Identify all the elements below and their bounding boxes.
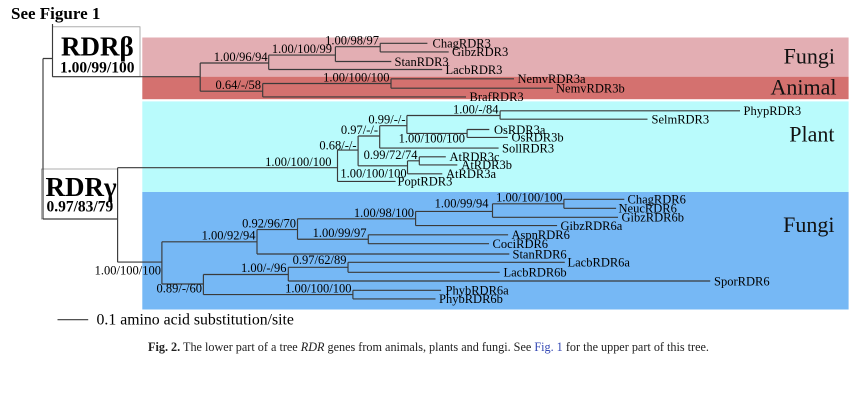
svg-text:PhybRDR6b: PhybRDR6b — [439, 292, 503, 306]
svg-text:NeucRDR6: NeucRDR6 — [619, 202, 677, 216]
svg-text:SollRDR3: SollRDR3 — [502, 141, 554, 155]
svg-text:RDRγ: RDRγ — [46, 172, 117, 202]
svg-text:LacbRDR3: LacbRDR3 — [446, 63, 503, 77]
svg-text:GibzRDR6b: GibzRDR6b — [622, 211, 685, 225]
svg-text:1.00/-/84: 1.00/-/84 — [453, 103, 499, 117]
svg-text:0.97/-/-: 0.97/-/- — [341, 123, 378, 137]
svg-text:0.92/96/70: 0.92/96/70 — [242, 216, 296, 230]
svg-text:0.68/-/-: 0.68/-/- — [319, 138, 356, 152]
svg-text:StanRDR6: StanRDR6 — [513, 247, 567, 261]
svg-text:1.00/100/100: 1.00/100/100 — [95, 263, 161, 277]
svg-text:SporRDR6: SporRDR6 — [714, 274, 770, 288]
svg-text:NemvRDR3b: NemvRDR3b — [556, 82, 625, 96]
svg-text:BrafRDR3: BrafRDR3 — [470, 90, 524, 104]
svg-text:AspnRDR6: AspnRDR6 — [512, 228, 570, 242]
svg-text:ChagRDR6: ChagRDR6 — [628, 193, 686, 207]
svg-text:1.00/100/100: 1.00/100/100 — [285, 282, 351, 296]
svg-text:1.00/-/96: 1.00/-/96 — [241, 261, 286, 275]
svg-text:Animal: Animal — [771, 74, 837, 99]
svg-text:AtRDR3a: AtRDR3a — [446, 167, 496, 181]
svg-text:1.00/100/100: 1.00/100/100 — [399, 132, 465, 146]
svg-text:StanRDR3: StanRDR3 — [395, 55, 449, 69]
svg-text:1.00/100/100: 1.00/100/100 — [340, 166, 406, 180]
svg-text:PhybRDR6a: PhybRDR6a — [446, 284, 510, 298]
svg-text:1.00/96/94: 1.00/96/94 — [214, 50, 269, 64]
svg-text:LacbRDR6a: LacbRDR6a — [568, 256, 631, 270]
svg-text:OsRDR3b: OsRDR3b — [512, 131, 564, 145]
svg-text:1.00/92/94: 1.00/92/94 — [202, 228, 257, 242]
svg-text:1.00/98/97: 1.00/98/97 — [325, 34, 379, 48]
svg-text:See Figure 1: See Figure 1 — [11, 4, 100, 23]
svg-text:CociRDR6: CociRDR6 — [493, 237, 549, 251]
svg-text:0.97/83/79: 0.97/83/79 — [47, 199, 114, 216]
svg-text:RDRβ: RDRβ — [61, 32, 134, 62]
svg-text:AtRDR3c: AtRDR3c — [450, 150, 500, 164]
svg-text:ChagRDR3: ChagRDR3 — [433, 37, 491, 51]
svg-text:PhypRDR3: PhypRDR3 — [744, 104, 802, 118]
svg-text:1.00/99/97: 1.00/99/97 — [313, 226, 367, 240]
svg-text:AtRDR3b: AtRDR3b — [461, 158, 512, 172]
svg-text:GibzRDR3: GibzRDR3 — [452, 45, 508, 59]
svg-text:GibzRDR6a: GibzRDR6a — [561, 219, 623, 233]
svg-text:0.64/-/58: 0.64/-/58 — [216, 78, 261, 92]
svg-text:NemvRDR3a: NemvRDR3a — [518, 72, 587, 86]
svg-text:1.00/100/100: 1.00/100/100 — [323, 70, 389, 84]
svg-text:0.89/-/60: 0.89/-/60 — [157, 281, 202, 295]
svg-text:1.00/100/100: 1.00/100/100 — [265, 155, 331, 169]
svg-text:1.00/100/99: 1.00/100/99 — [272, 42, 332, 56]
svg-text:1.00/100/100: 1.00/100/100 — [496, 191, 562, 205]
svg-text:OsRDR3a: OsRDR3a — [494, 123, 546, 137]
svg-text:Fungi: Fungi — [783, 212, 834, 237]
svg-text:1.00/99/100: 1.00/99/100 — [60, 60, 135, 77]
svg-text:1.00/98/100: 1.00/98/100 — [354, 206, 414, 220]
svg-text:PoptRDR3: PoptRDR3 — [398, 175, 453, 189]
svg-text:LacbRDR6b: LacbRDR6b — [504, 266, 567, 280]
svg-text:SelmRDR3: SelmRDR3 — [652, 113, 710, 127]
svg-text:0.97/62/89: 0.97/62/89 — [293, 253, 347, 267]
svg-text:0.99/-/-: 0.99/-/- — [368, 113, 405, 127]
svg-text:0.1 amino acid substitution/si: 0.1 amino acid substitution/site — [97, 312, 294, 329]
svg-text:Fungi: Fungi — [784, 44, 835, 69]
svg-text:1.00/99/94: 1.00/99/94 — [435, 197, 490, 211]
svg-text:Plant: Plant — [789, 121, 834, 146]
svg-text:0.99/72/74: 0.99/72/74 — [364, 148, 419, 162]
